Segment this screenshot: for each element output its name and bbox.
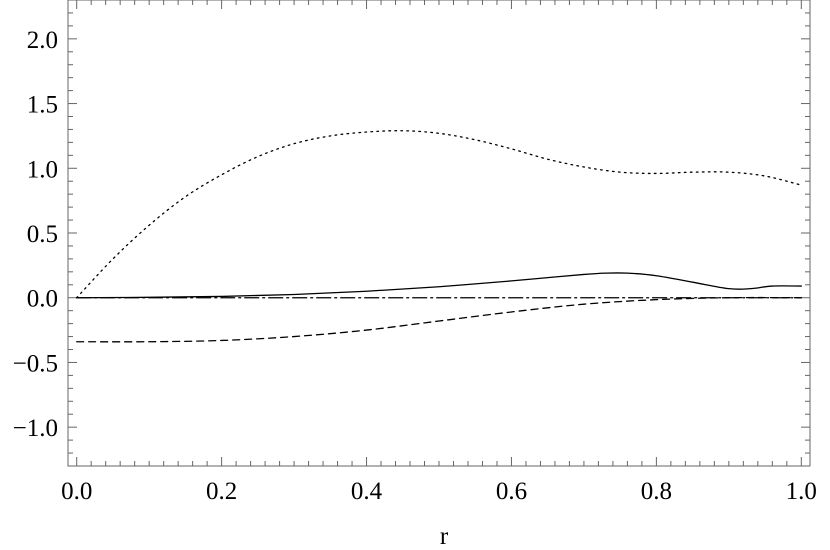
major-ticks: [68, 0, 810, 466]
y-tick-label: 2.0: [27, 27, 58, 54]
x-axis-label: r: [440, 523, 449, 550]
plot-frame: [67, 0, 811, 467]
x-tick-label: 0.4: [351, 478, 383, 505]
y-tick-label: 1.0: [27, 156, 58, 183]
x-tick-label: 0.6: [496, 478, 527, 505]
y-tick-label: 1.5: [27, 92, 58, 119]
y-tick-label: −0.5: [13, 350, 58, 377]
series-line-dotted: [76, 130, 802, 299]
y-tick-label: 0.0: [27, 286, 58, 313]
series-line-dashed: [76, 296, 802, 343]
tick-labels: 0.0 0.2 0.4 0.6 0.8 1.0 −1.0 −0.5 0.0 0.5 1.0 1.5 2.…: [13, 27, 817, 505]
x-tick-label: 0.0: [61, 478, 92, 505]
x-tick-label: 0.2: [206, 478, 237, 505]
y-tick-label: 0.5: [27, 221, 58, 248]
minor-ticks: [68, 0, 810, 467]
y-tick-label: −1.0: [13, 415, 58, 442]
series-layer: [76, 130, 802, 343]
x-tick-label: 0.8: [641, 478, 672, 505]
series-line-solid: [76, 272, 802, 299]
x-tick-label: 1.0: [786, 478, 817, 505]
